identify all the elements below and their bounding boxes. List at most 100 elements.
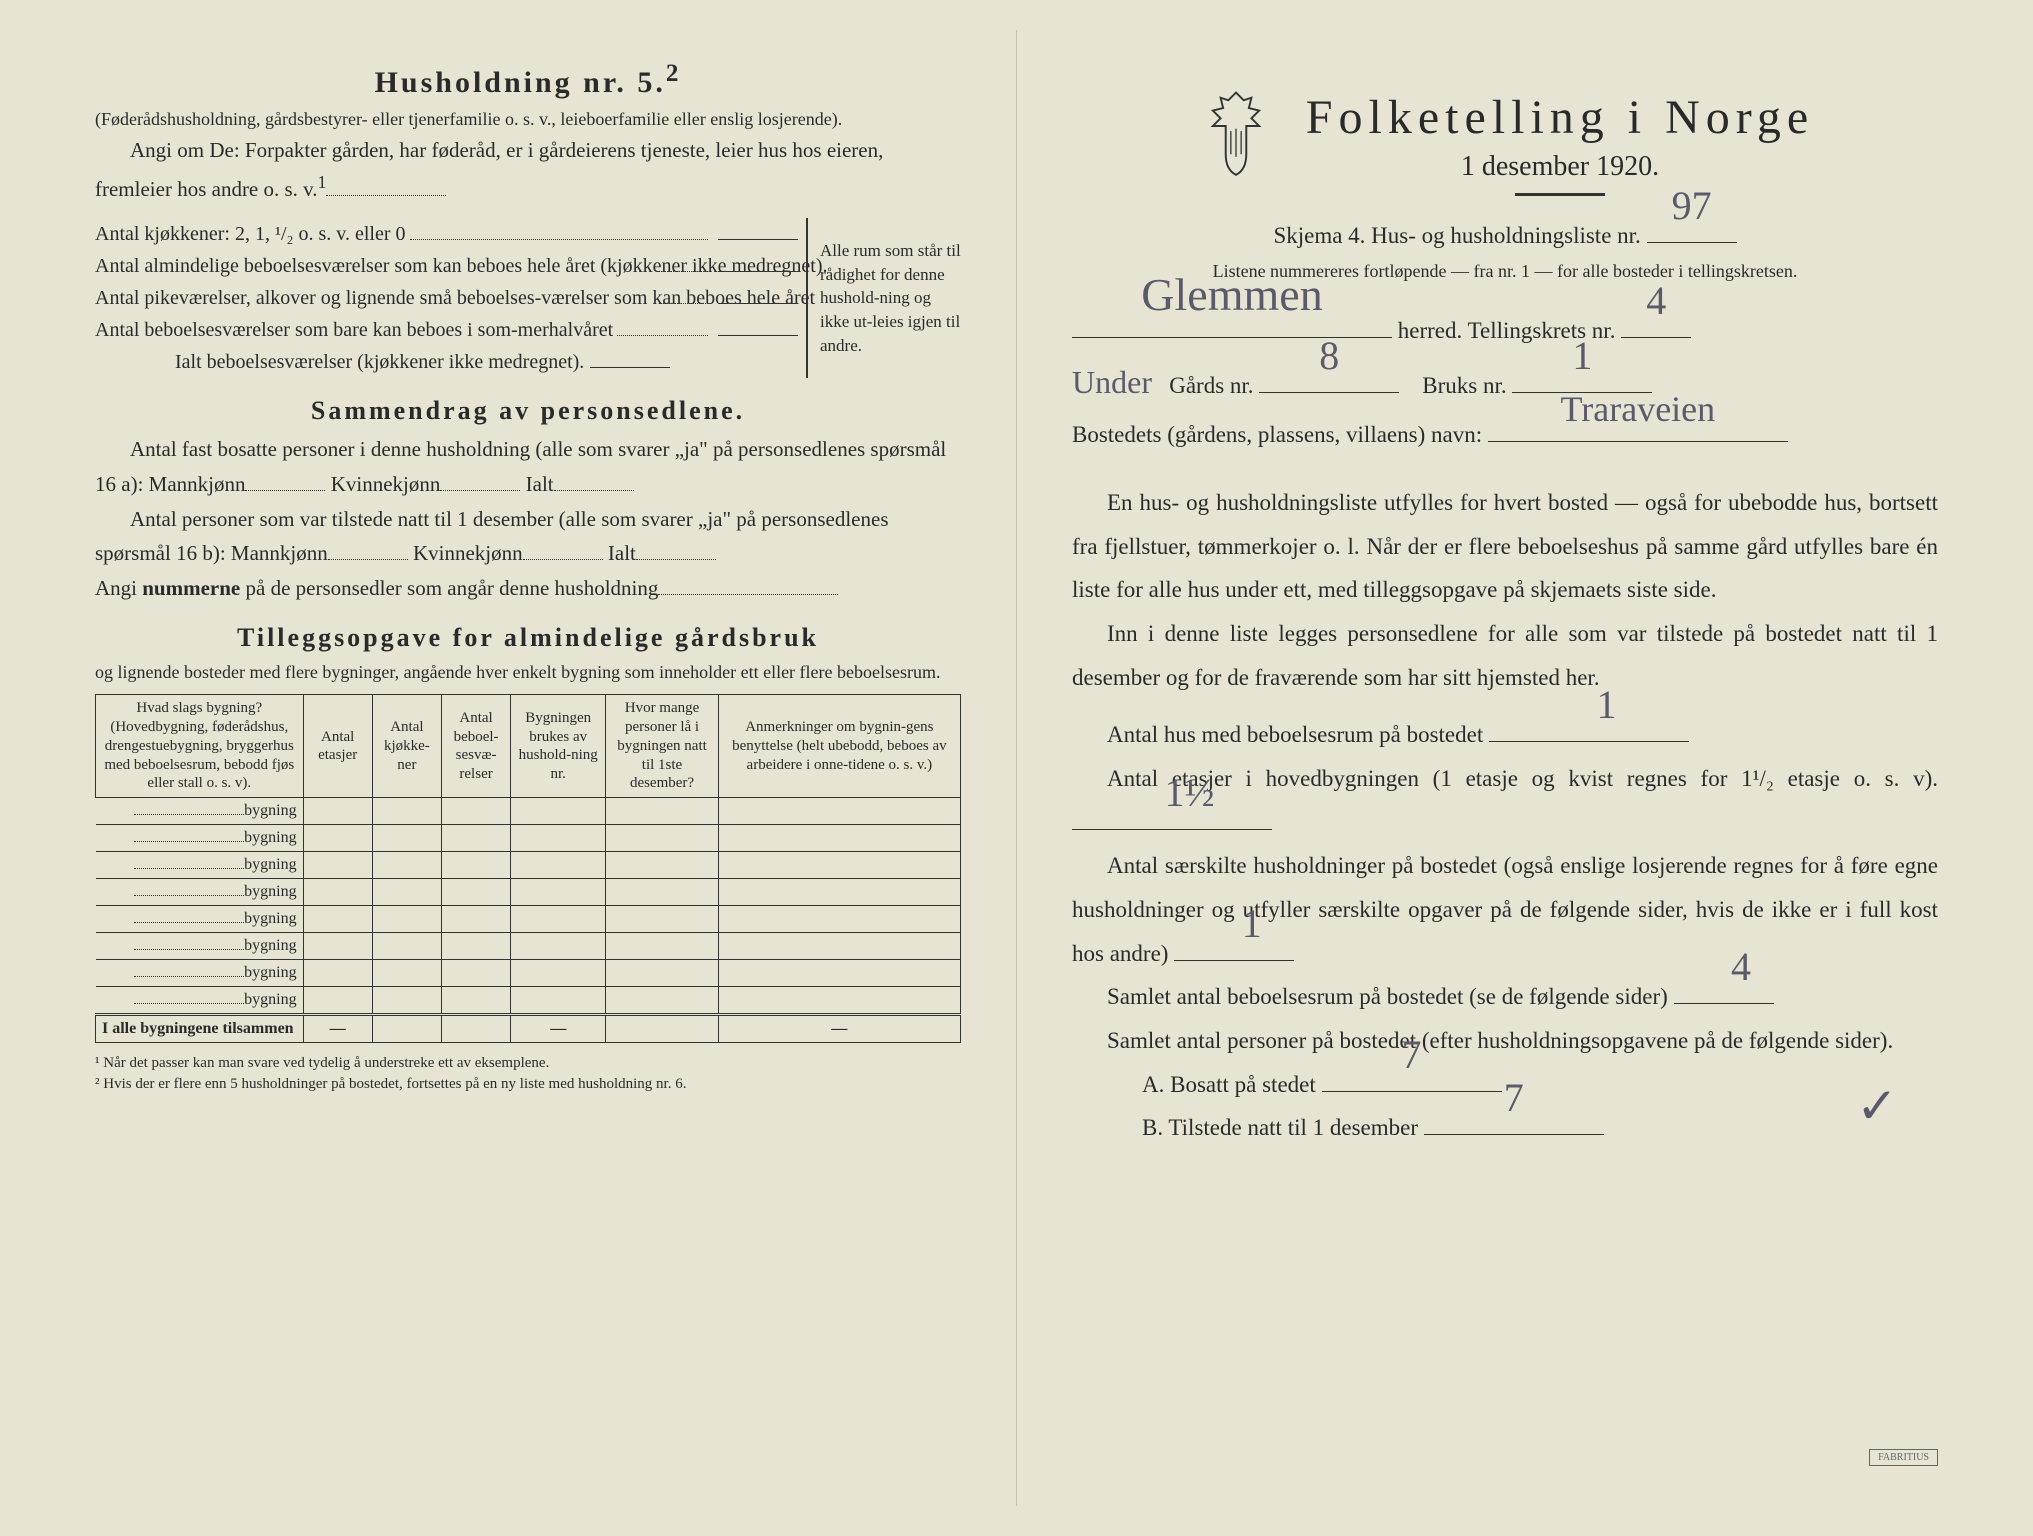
farm-sub: og lignende bosteder med flere bygninger… [95, 659, 961, 686]
blank [718, 318, 798, 336]
q4-line: Samlet antal beboelsesrum på bostedet (s… [1072, 975, 1938, 1019]
row-label-cell: bygning [96, 825, 304, 852]
rooms2-row: Antal pikeværelser, alkover og lignende … [95, 282, 798, 314]
table-cell [303, 798, 372, 825]
th-5: Hvor mange personer lå i bygningen natt … [606, 695, 718, 798]
q4-value: 4 [1696, 929, 1751, 1005]
subtitle: 1 desember 1920. [1306, 151, 1814, 183]
para2-sup: 1 [318, 172, 327, 192]
right-page: Folketelling i Norge 1 desember 1920. Sk… [1017, 30, 1993, 1506]
bosted-value: Traraveien [1561, 375, 1716, 443]
blank [718, 286, 798, 304]
table-row: bygning [96, 933, 961, 960]
qB-value: 7 [1504, 1060, 1524, 1136]
q1-value: 1 [1561, 667, 1616, 743]
table-cell [441, 825, 510, 852]
table-cell [718, 906, 960, 933]
farm-thead: Hvad slags bygning? (Hovedbygning, føder… [96, 695, 961, 798]
farm-table: Hvad slags bygning? (Hovedbygning, føder… [95, 694, 961, 1043]
table-cell [441, 906, 510, 933]
bracket-note: Alle rum som står til rådighet for denne… [806, 218, 961, 378]
table-cell [511, 933, 606, 960]
rooms-bracket-group: Antal kjøkkener: 2, 1, ¹/₂ o. s. v. elle… [95, 218, 961, 378]
kitchens-label: Antal kjøkkener: 2, 1, ¹/₂ o. s. v. elle… [95, 218, 406, 250]
q2-field: 1½ [1072, 829, 1272, 830]
footnote2: ² Hvis der er flere enn 5 husholdninger … [95, 1074, 961, 1095]
para2-text: Angi om De: Forpakter gården, har føderå… [95, 138, 883, 201]
table-row: bygning [96, 879, 961, 906]
blank [440, 490, 520, 491]
q3-label: Antal særskilte husholdninger på bostede… [1072, 853, 1938, 965]
footnotes: ¹ Når det passer kan man svare ved tydel… [95, 1053, 961, 1095]
table-cell [303, 825, 372, 852]
table-cell [303, 906, 372, 933]
total-cell: — [511, 1015, 606, 1043]
ialt-label2: Ialt [608, 541, 636, 565]
blank [328, 559, 408, 560]
heading-text: Husholdning nr. 5. [375, 66, 666, 99]
table-cell [372, 960, 441, 987]
instructions-p1: En hus- og husholdningsliste utfylles fo… [1072, 481, 1938, 612]
row-label-cell: bygning [96, 798, 304, 825]
rooms3-label: Antal beboelsesværelser som bare kan beb… [95, 314, 613, 346]
table-cell [718, 987, 960, 1015]
table-cell [606, 852, 718, 879]
rooms1-row: Antal almindelige beboelsesværelser som … [95, 250, 798, 282]
left-page: Husholdning nr. 5.2 (Føderådshusholdning… [40, 30, 1017, 1506]
krets-field: 4 [1621, 337, 1691, 338]
heading-sup: 2 [666, 60, 682, 87]
table-cell [441, 960, 510, 987]
dots [617, 318, 708, 336]
q1-line: Antal hus med beboelsesrum på bostedet 1 [1072, 713, 1938, 757]
bosted-line: Bostedets (gårdens, plassens, villaens) … [1072, 413, 1938, 457]
q1-label: Antal hus med beboelsesrum på bostedet [1107, 722, 1483, 747]
table-cell [718, 960, 960, 987]
table-cell [606, 960, 718, 987]
p3c: på de personsedler som angår denne husho… [240, 576, 658, 600]
title-text: Folketelling i Norge 1 desember 1920. [1306, 90, 1814, 214]
th-2: Antal kjøkke-ner [372, 695, 441, 798]
coat-of-arms-icon [1196, 90, 1276, 180]
blank [718, 222, 798, 240]
total-cell [441, 1015, 510, 1043]
total-cell: — [303, 1015, 372, 1043]
rooms2-label: Antal pikeværelser, alkover og lignende … [95, 282, 655, 314]
total-label-cell: I alle bygningene tilsammen [96, 1015, 304, 1043]
bosted-field: Traraveien [1488, 441, 1788, 442]
table-cell [511, 852, 606, 879]
table-cell [441, 933, 510, 960]
prefix-value: Under [1072, 364, 1152, 400]
table-cell [372, 879, 441, 906]
gards-value: 8 [1319, 318, 1339, 394]
qB-line: B. Tilstede natt til 1 desember 7 ✓ [1072, 1106, 1938, 1150]
total-cell [606, 1015, 718, 1043]
rooms-total-label: Ialt beboelsesværelser (kjøkkener ikke m… [175, 346, 584, 378]
kvinne-label: Kvinnekjønn [331, 472, 441, 496]
krets-value: 4 [1646, 263, 1666, 339]
q4-label: Samlet antal beboelsesrum på bostedet (s… [1107, 984, 1668, 1009]
farm-tbody: bygning bygning bygning bygning bygning … [96, 798, 961, 1043]
printer-stamp: FABRITIUS [1869, 1449, 1938, 1466]
row-label-cell: bygning [96, 852, 304, 879]
table-row: bygning [96, 825, 961, 852]
dots [659, 286, 708, 304]
p3a: Angi [95, 576, 142, 600]
table-cell [606, 798, 718, 825]
row-label-cell: bygning [96, 933, 304, 960]
q4-field: 4 [1674, 1003, 1774, 1004]
main-title: Folketelling i Norge [1306, 90, 1814, 145]
checkmark-icon: ✓ [1856, 1059, 1898, 1154]
blank [523, 559, 603, 560]
table-cell [511, 906, 606, 933]
kitchens-row: Antal kjøkkener: 2, 1, ¹/₂ o. s. v. elle… [95, 218, 798, 250]
rooms1-label: Antal almindelige beboelsesværelser som … [95, 250, 655, 282]
table-cell [372, 933, 441, 960]
table-cell [718, 852, 960, 879]
dots [659, 254, 708, 272]
summary-heading: Sammendrag av personsedlene. [95, 396, 961, 426]
p3b: nummerne [142, 576, 240, 600]
rooms-total-row: Ialt beboelsesværelser (kjøkkener ikke m… [95, 346, 798, 378]
blank [590, 350, 670, 368]
table-cell [606, 987, 718, 1015]
table-cell [372, 852, 441, 879]
